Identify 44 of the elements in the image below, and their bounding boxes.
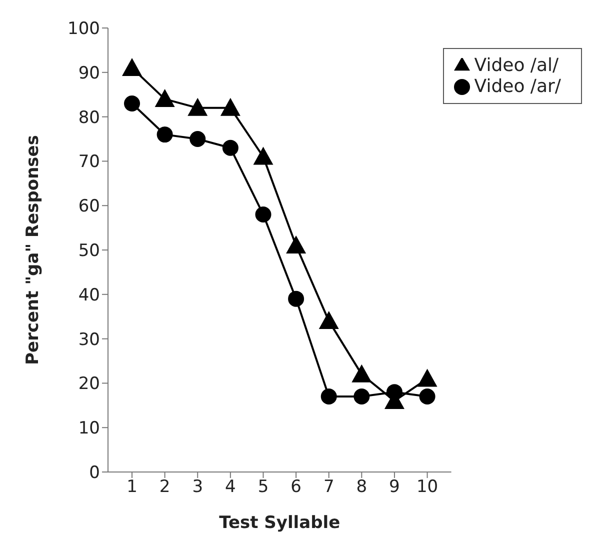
point	[156, 126, 173, 143]
point	[354, 388, 370, 405]
point	[320, 388, 337, 405]
y-tick-label: 20	[78, 374, 100, 394]
x-tick-label: 7	[323, 477, 334, 498]
y-tick-label: 60	[78, 196, 100, 217]
x-tick-label: 5	[258, 477, 269, 498]
x-tick-label: 8	[356, 477, 368, 498]
point	[154, 89, 175, 108]
legend-label: Video /ar/	[474, 76, 561, 97]
y-tick-label: 50	[78, 241, 100, 262]
point	[286, 236, 306, 254]
y-tick-label: 40	[78, 285, 100, 306]
y-tick-label: 30	[78, 330, 100, 350]
point	[352, 364, 372, 382]
point	[188, 98, 208, 116]
x-tick-label: 4	[225, 477, 236, 498]
point	[419, 388, 436, 405]
point	[386, 384, 402, 400]
y-tick-label: 100	[68, 19, 100, 40]
x-axis-title: Test Syllable	[219, 513, 340, 533]
x-tick-label: 2	[159, 477, 170, 498]
point	[222, 140, 238, 156]
point	[255, 206, 272, 222]
y-tick-label: 70	[78, 152, 100, 172]
y-tick-label: 0	[89, 463, 100, 484]
x-tick-label: 6	[290, 477, 302, 498]
point	[124, 95, 140, 112]
legend-label: Video /al/	[474, 55, 559, 76]
point	[318, 311, 339, 330]
x-tick-label: 3	[192, 477, 204, 498]
point	[288, 290, 304, 307]
y-tick-label: 10	[78, 418, 100, 439]
point	[253, 146, 274, 165]
x-tick-label: 1	[126, 477, 138, 498]
y-tick-label: 90	[78, 63, 100, 84]
x-tick-label: 10	[416, 477, 438, 498]
point	[122, 58, 142, 76]
point	[220, 98, 240, 116]
point	[417, 368, 438, 387]
point	[190, 131, 206, 147]
x-tick-label: 9	[389, 477, 400, 498]
y-tick-label: 80	[78, 108, 100, 128]
y-axis-title: Percent "ga" Responses	[23, 135, 44, 365]
